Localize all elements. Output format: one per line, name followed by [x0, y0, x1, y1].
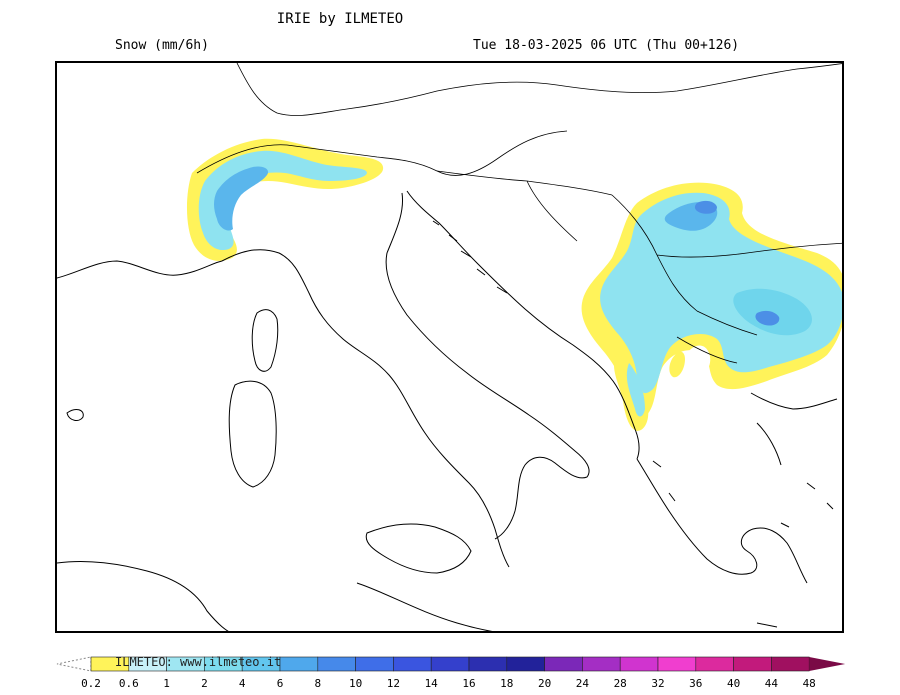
legend-swatch	[771, 656, 810, 672]
coast-africa	[57, 560, 493, 631]
legend-swatch	[393, 656, 432, 672]
coast-greece	[636, 458, 808, 584]
legend-tick-label: 4	[238, 677, 246, 690]
legend-tick-label: 48	[802, 677, 816, 690]
legend-swatch	[279, 656, 319, 672]
legend-swatch	[506, 656, 545, 672]
coast-balearic	[66, 409, 84, 421]
coast-france	[57, 260, 223, 279]
snow-area-albania-inner	[626, 363, 645, 417]
legend-tick-label: 0.2	[81, 677, 101, 690]
legend-swatch	[430, 656, 470, 672]
legend-over-arrow	[809, 657, 846, 671]
color-legend: ILMETEO: www.ilmeteo.it 0.2 0.6 1 2 4 6 8 10 12 1…	[55, 655, 855, 695]
coast-greek-islands	[652, 460, 834, 628]
legend-tick-label: 16	[462, 677, 476, 690]
legend-tick-label: 32	[651, 677, 665, 690]
legend-tick-label: 6	[276, 677, 284, 690]
coast-islands	[432, 220, 508, 294]
legend-tick-label: 36	[689, 677, 703, 690]
coastlines	[57, 63, 842, 631]
coast-italy-east	[385, 192, 590, 540]
legend-tick-label: 10	[348, 677, 363, 690]
legend-swatch	[468, 656, 508, 672]
map-canvas	[57, 63, 842, 631]
coast-corsica	[251, 309, 279, 372]
variable-label: Snow (mm/6h)	[115, 38, 209, 53]
coast-sardinia	[228, 380, 277, 488]
legend-swatch	[657, 656, 697, 672]
legend-tick-label: 24	[575, 677, 590, 690]
coast-sicily	[365, 523, 472, 574]
watermark-text: ILMETEO: www.ilmeteo.it	[115, 655, 282, 669]
legend-tick-label: 2	[201, 677, 208, 690]
border-balkans	[436, 170, 842, 364]
legend-tick-label: 14	[424, 677, 438, 690]
coast-italy-west	[221, 249, 510, 568]
legend-swatch	[619, 656, 659, 672]
legend-tick-label: 1	[163, 677, 170, 690]
legend-swatch	[355, 656, 394, 672]
coast-aegean	[750, 392, 838, 466]
map-title: IRIE by ILMETEO	[276, 11, 404, 27]
snow-area-macedonia-edge	[669, 351, 685, 378]
border-alps	[196, 130, 568, 176]
legend-tick-label: 44	[764, 677, 779, 690]
snow-gap-macedonia	[684, 345, 711, 377]
run-time-label: Tue 18-03-2025 06 UTC (Thu 00+126)	[473, 38, 740, 53]
coast-adriatic-east	[406, 190, 640, 460]
snow-area-balkans-core-3	[755, 310, 780, 326]
snow-area-balkans-core-2	[733, 288, 812, 336]
legend-tick-label: 12	[386, 677, 401, 690]
legend-swatch	[733, 656, 772, 672]
legend-tick-label: 40	[726, 677, 741, 690]
legend-swatch	[317, 656, 356, 672]
legend-bar	[56, 656, 846, 672]
legend-swatch	[695, 656, 734, 672]
legend-tick-label: 0.6	[118, 677, 139, 690]
legend-tick-label: 8	[314, 677, 322, 690]
legend-swatch	[582, 656, 621, 672]
legend-tick-label: 20	[537, 677, 552, 690]
snow-area-alps-core	[214, 166, 269, 231]
snow-layer	[186, 138, 842, 431]
snow-area-balkans	[600, 192, 842, 394]
legend-tick-label: 28	[613, 677, 627, 690]
legend-tick-label: 18	[500, 677, 514, 690]
legend-under-arrow	[56, 656, 92, 672]
snow-area-balkans-core-4	[694, 200, 717, 214]
snow-forecast-map[interactable]	[55, 61, 844, 633]
legend-swatch	[544, 656, 583, 672]
border-north	[236, 63, 842, 116]
